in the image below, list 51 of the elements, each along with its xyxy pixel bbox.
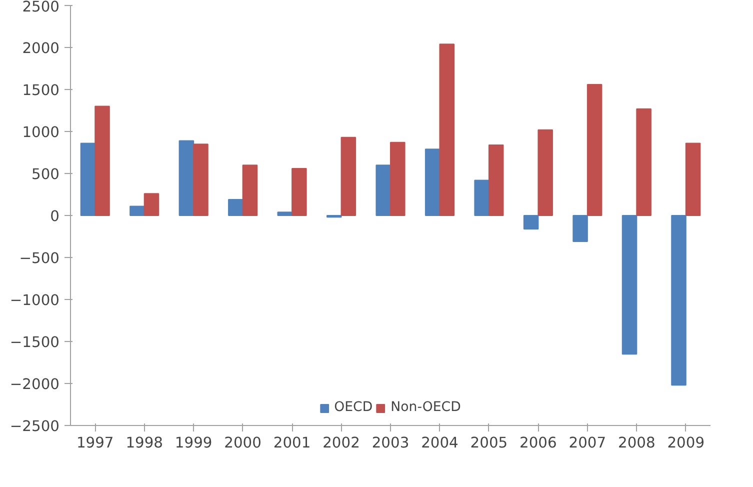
bar (193, 144, 208, 216)
bar (144, 193, 160, 216)
y-tick-label: −1000 (10, 292, 60, 309)
bar (80, 142, 96, 216)
y-tick-label: −2500 (10, 418, 60, 435)
x-tick-label: 2002 (322, 434, 360, 452)
x-tick-label: 2007 (568, 434, 606, 452)
bar (488, 144, 504, 216)
y-tick-label: 2500 (22, 0, 60, 16)
x-tick-label: 2003 (372, 434, 410, 452)
bar (622, 215, 638, 355)
bar (636, 108, 652, 216)
y-tick-label: 500 (32, 166, 60, 183)
bar (130, 206, 145, 216)
bar (292, 168, 307, 216)
bar (523, 215, 539, 230)
y-tick-label: −500 (19, 250, 60, 267)
x-tick-label: 2009 (667, 434, 705, 452)
bar (228, 199, 244, 216)
bar (242, 164, 258, 216)
legend-label: Non-OECD (390, 400, 461, 415)
y-tick-label: −1500 (10, 334, 60, 351)
bar (439, 44, 455, 216)
bar (586, 84, 602, 216)
x-tick-label: 2005 (470, 434, 508, 452)
bar (424, 148, 440, 216)
bar (572, 215, 588, 242)
bar (390, 142, 406, 216)
bar (538, 129, 553, 216)
bar (277, 212, 293, 216)
y-tick-label: 2000 (22, 40, 60, 57)
x-tick-label: 2001 (273, 434, 311, 452)
legend-label: OECD (334, 400, 373, 415)
y-tick-label: −2000 (10, 376, 60, 393)
bar (671, 215, 686, 386)
bar (94, 106, 110, 216)
x-tick-label: 1997 (76, 434, 114, 452)
y-tick-label: 0 (50, 208, 60, 225)
bar (376, 164, 391, 216)
y-tick-label: 1500 (22, 82, 60, 99)
bar (178, 140, 194, 216)
bar (340, 136, 356, 216)
x-tick-label: 2006 (520, 434, 557, 452)
bar (474, 180, 490, 216)
x-tick-label: 2004 (421, 434, 458, 452)
y-tick-label: 1000 (22, 124, 60, 141)
x-tick-label: 1998 (126, 434, 164, 452)
bar (685, 142, 701, 216)
x-tick-label: 2000 (224, 434, 262, 452)
x-tick-label: 2008 (618, 434, 656, 452)
x-tick-label: 1999 (174, 434, 212, 452)
